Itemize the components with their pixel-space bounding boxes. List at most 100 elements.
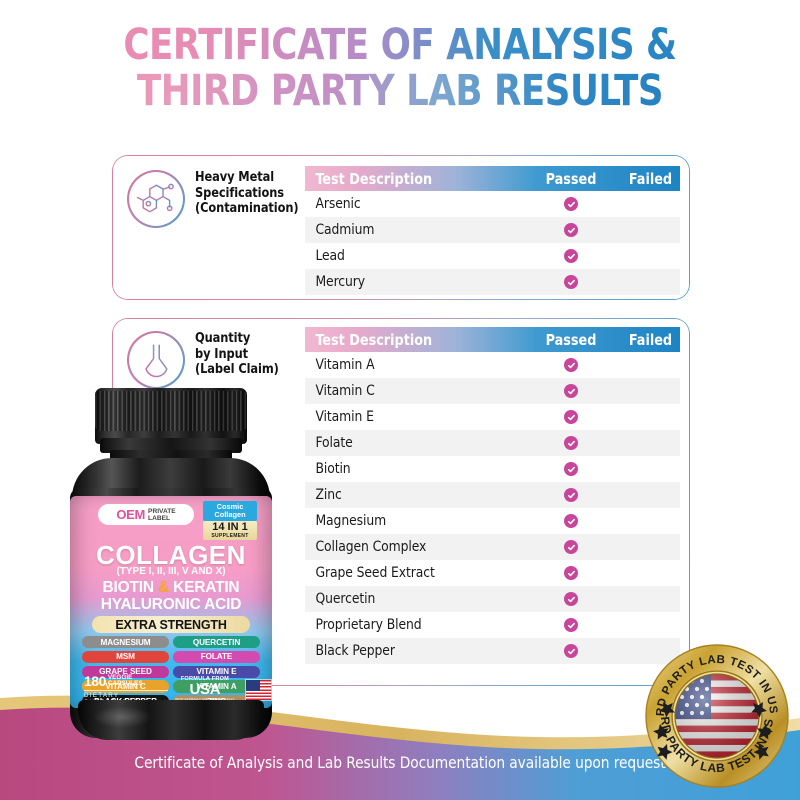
brand-logo: OEM PRIVATE LABEL <box>98 504 194 525</box>
check-icon <box>564 275 579 290</box>
column-test-description: Test Description <box>315 169 433 188</box>
passed-cell <box>516 197 626 212</box>
quantity-by-input-label: Quantity by Input (Label Claim) <box>195 331 279 378</box>
page-title: CERTIFICATE OF ANALYSIS & THIRD PARTY LA… <box>0 22 800 114</box>
table-row: Collagen Complex <box>305 534 681 561</box>
label-line: (Label Claim) <box>195 361 280 378</box>
passed-cell <box>516 436 626 451</box>
bottle-cap-ribs <box>95 391 247 431</box>
passed-cell <box>516 462 626 477</box>
table-row: Cadmium <box>305 217 681 244</box>
table-row: Grape Seed Extract <box>305 560 681 587</box>
heavy-metal-card: Heavy Metal Specifications (Contaminatio… <box>112 155 690 300</box>
label-line: by Input <box>195 345 249 362</box>
check-icon <box>564 592 579 607</box>
column-passed: Passed <box>545 169 597 188</box>
table-row: Mercury <box>305 269 681 296</box>
passed-cell <box>516 223 626 238</box>
test-name: Zinc <box>315 487 343 504</box>
ingredient-pill: MAGNESIUM <box>82 636 169 649</box>
passed-cell <box>516 488 626 503</box>
bottle-label: OEM PRIVATE LABEL Cosmic Collagen 14 IN … <box>70 496 272 708</box>
table-row: Proprietary Blend <box>305 612 681 639</box>
bottle-base-highlight <box>92 706 152 728</box>
bottle-base <box>78 700 264 740</box>
passed-cell <box>516 410 626 425</box>
test-name: Lead <box>315 248 346 265</box>
title-line-1: CERTIFICATE OF ANALYSIS & <box>32 22 768 68</box>
test-name: Folate <box>315 435 354 452</box>
molecule-icon <box>127 170 185 228</box>
brand-subtitle: PRIVATE LABEL <box>148 507 176 522</box>
label-line: Heavy Metal <box>195 169 275 186</box>
test-name: Collagen Complex <box>315 539 427 556</box>
table-body: Arsenic Cadmium Lead Mercury <box>305 191 681 296</box>
ingredient-pill: QUERCETIN <box>173 636 260 649</box>
us-flag-icon <box>244 679 272 701</box>
check-icon <box>564 249 579 264</box>
passed-cell <box>516 384 626 399</box>
third-party-lab-seal: 3RD PARTY LAB TEST IN USA 3RD PARTY LAB … <box>644 643 790 789</box>
bottle-cap <box>95 388 247 444</box>
flask-icon <box>127 331 185 389</box>
product-subtitle-2: HYALURONIC ACID <box>100 596 242 613</box>
column-failed: Failed <box>629 169 673 188</box>
test-name: Vitamin E <box>315 409 375 426</box>
usa-line-1: FORMULA FROM <box>180 675 229 682</box>
product-bottle: OEM PRIVATE LABEL Cosmic Collagen 14 IN … <box>62 388 280 750</box>
ingredient-pill: MSM <box>82 650 169 664</box>
test-name: Quercetin <box>315 591 376 608</box>
brand-name: OEM <box>116 507 146 522</box>
passed-cell <box>516 358 626 373</box>
check-icon <box>564 384 579 399</box>
check-icon <box>564 514 579 529</box>
column-failed: Failed <box>629 330 673 349</box>
ingredient-pill: GRAPE SEED <box>82 665 169 678</box>
ingredient-pill-grid: MAGNESIUM QUERCETIN MSM FOLATE GRAPE SEED VIT… <box>82 636 260 708</box>
test-name: Arsenic <box>315 196 361 213</box>
table-row: Vitamin A <box>305 352 681 379</box>
ingredient-pill: FOLATE <box>173 650 260 664</box>
passed-cell <box>516 514 626 529</box>
quantity-by-input-table: Test Description Passed Failed Vitamin A… <box>305 327 681 665</box>
bottle-cap-lip <box>100 438 242 453</box>
table-row: Arsenic <box>305 191 681 218</box>
table-row: Magnesium <box>305 508 681 535</box>
check-icon <box>564 223 579 238</box>
table-row: Lead <box>305 243 681 270</box>
extra-strength-badge: EXTRA STRENGTH <box>92 616 250 633</box>
table-row: Biotin <box>305 456 681 483</box>
test-name: Biotin <box>315 461 351 478</box>
check-icon <box>564 644 579 659</box>
usa-line-2: USA <box>189 680 221 698</box>
passed-cell <box>516 618 626 633</box>
ingredient-pill: VITAMIN C <box>82 680 169 693</box>
title-line-2: THIRD PARTY LAB RESULTS <box>32 68 768 114</box>
table-header-row: Test Description Passed Failed <box>305 166 681 192</box>
us-flag <box>675 674 759 758</box>
cosmic-collagen-badge: Cosmic Collagen <box>203 501 257 521</box>
test-name: Mercury <box>315 274 366 291</box>
passed-cell <box>516 249 626 264</box>
heavy-metal-table: Test Description Passed Failed Arsenic Ca… <box>305 166 681 296</box>
table-row: Vitamin E <box>305 404 681 431</box>
passed-cell <box>516 644 626 659</box>
check-icon <box>564 197 579 212</box>
test-name: Grape Seed Extract <box>315 565 436 582</box>
check-icon <box>564 410 579 425</box>
check-icon <box>564 462 579 477</box>
check-icon <box>564 566 579 581</box>
table-row: Black Pepper <box>305 638 681 665</box>
test-name: Cadmium <box>315 222 375 239</box>
test-name: Magnesium <box>315 513 387 530</box>
table-header-row: Test Description Passed Failed <box>305 327 681 353</box>
capsule-count-word: VEGGIE CAPSULES <box>107 673 143 688</box>
check-icon <box>564 488 579 503</box>
table-row: Vitamin C <box>305 378 681 405</box>
product-type-line: (TYPE I, II, III, V AND X) <box>116 566 226 577</box>
check-icon <box>564 618 579 633</box>
passed-cell <box>516 540 626 555</box>
label-line: (Contamination) <box>195 200 299 217</box>
footer-text: Certificate of Analysis and Lab Results … <box>134 753 666 772</box>
